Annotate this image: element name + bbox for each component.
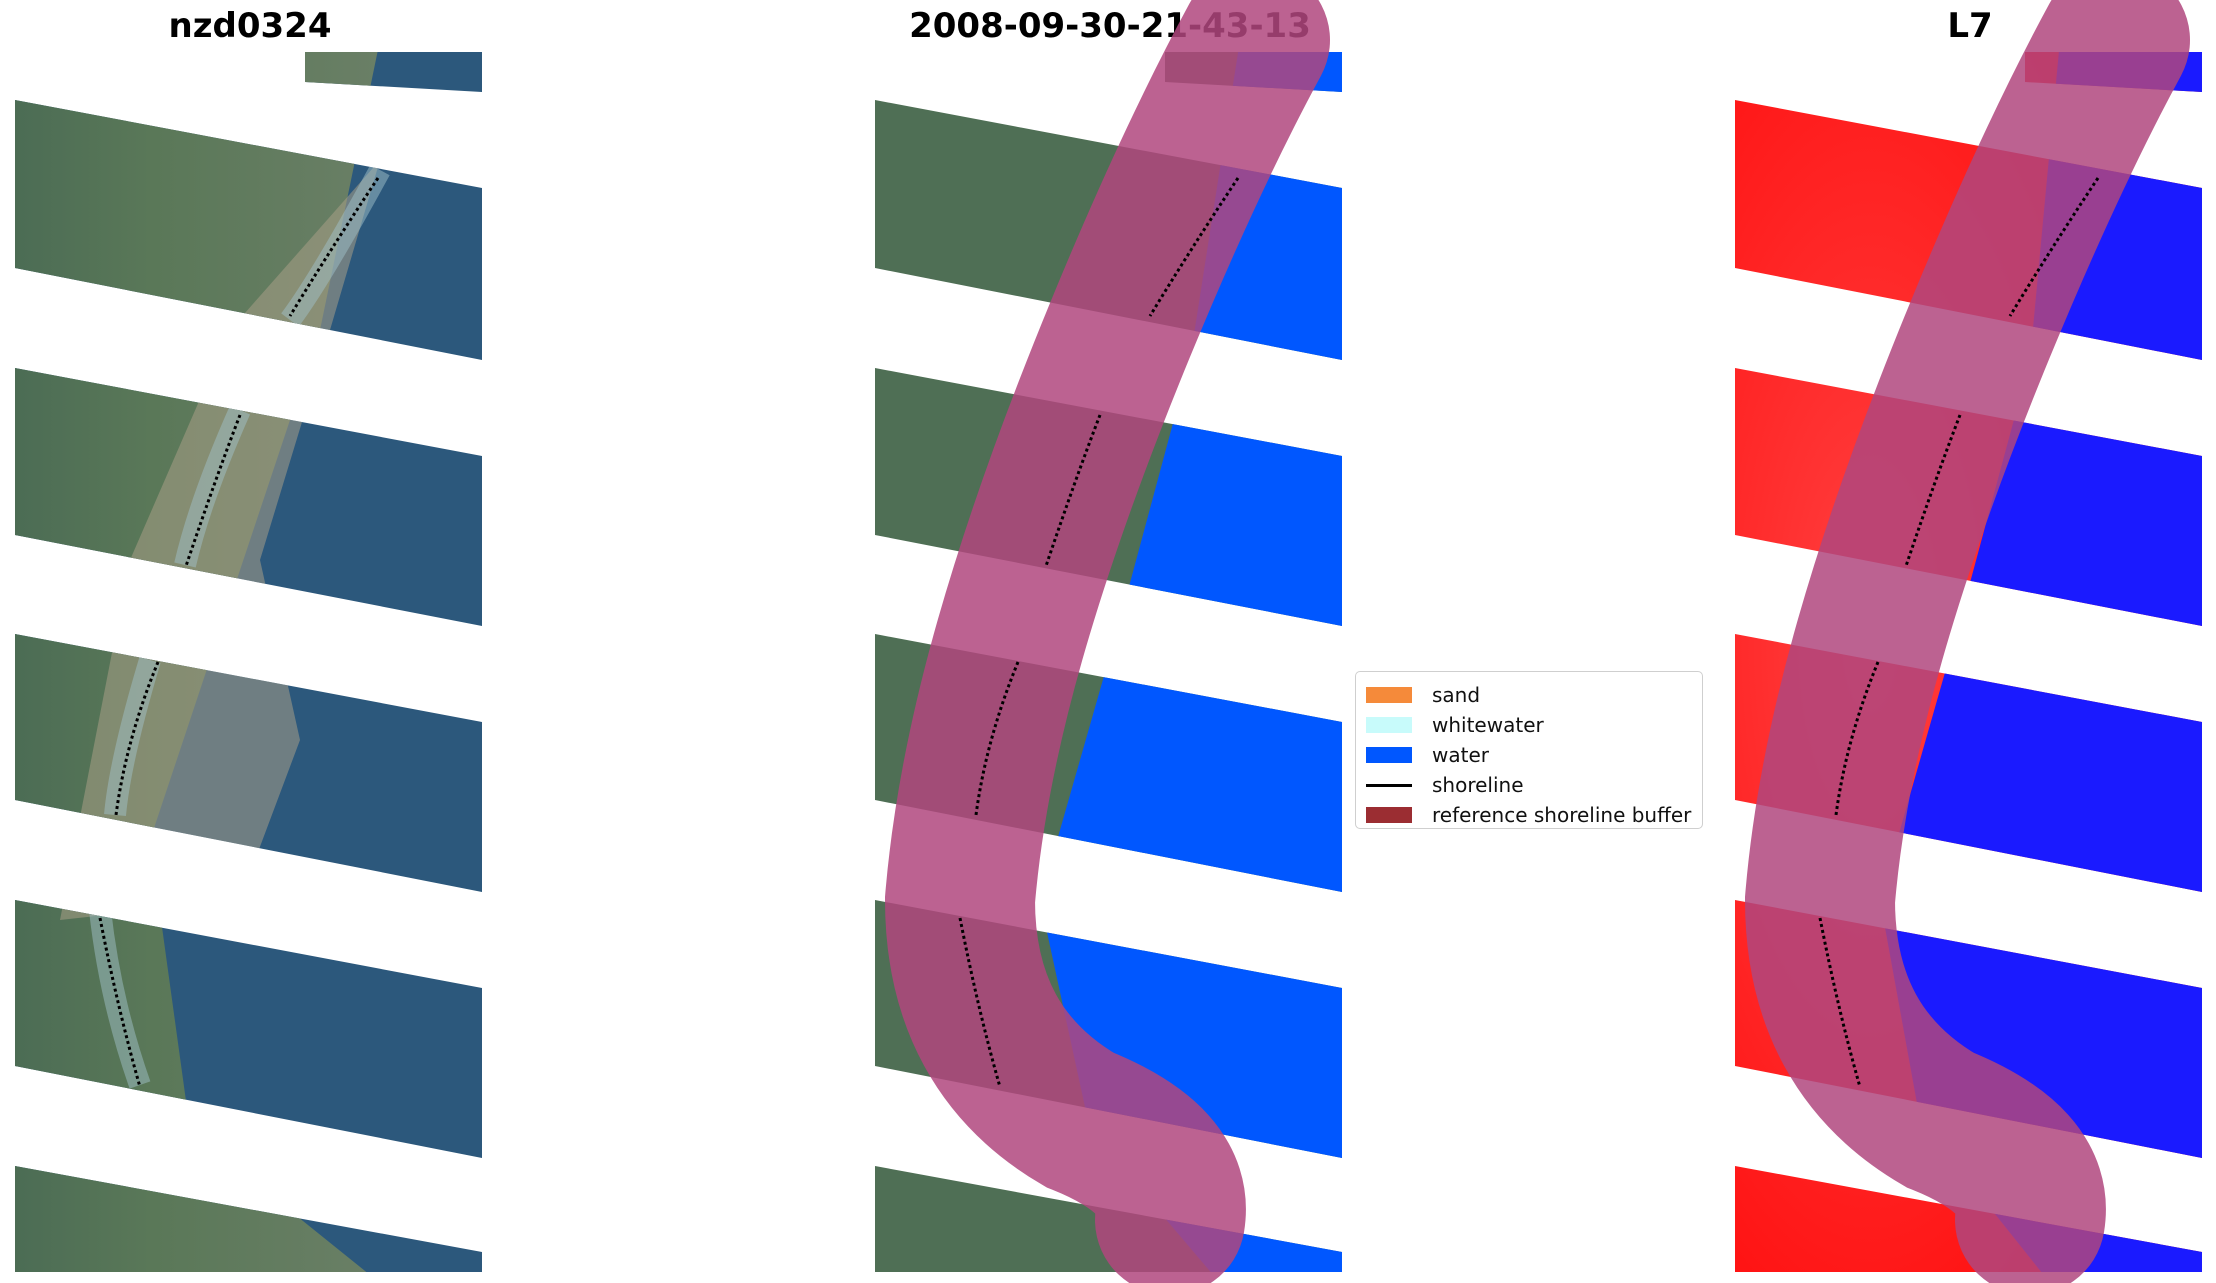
reference-shoreline-buffer-right (1744, 0, 2190, 1283)
rgb-image-panel (15, 52, 482, 1272)
legend-label-whitewater: whitewater (1432, 713, 1544, 737)
shoreline-right (1818, 177, 2100, 1088)
legend-swatch-sand (1366, 687, 1412, 703)
legend-label-buffer: reference shoreline buffer (1432, 803, 1692, 827)
legend-label-water: water (1432, 743, 1489, 767)
panel-title-index: L7 (1947, 6, 1993, 46)
panel-title-rgb: nzd0324 (168, 6, 332, 46)
classified-image-panel (875, 0, 1342, 1283)
reference-shoreline-buffer (884, 0, 1330, 1283)
legend-item-buffer: reference shoreline buffer (1366, 800, 1692, 830)
shoreline-left (98, 177, 380, 1088)
legend-swatch-whitewater (1366, 717, 1412, 733)
legend-item-shoreline: shoreline (1366, 770, 1692, 800)
legend-swatch-buffer (1366, 807, 1412, 823)
legend-item-sand: sand (1366, 680, 1692, 710)
shoreline-center (958, 177, 1240, 1088)
legend-item-whitewater: whitewater (1366, 710, 1692, 740)
legend-swatch-shoreline (1366, 783, 1412, 787)
rgb-strips (15, 52, 482, 1272)
legend-label-shoreline: shoreline (1432, 773, 1524, 797)
index-image-panel (1735, 0, 2202, 1283)
legend: sand whitewater water shoreline referenc… (1355, 671, 1703, 829)
legend-item-water: water (1366, 740, 1692, 770)
legend-swatch-water (1366, 747, 1412, 763)
legend-label-sand: sand (1432, 683, 1481, 707)
